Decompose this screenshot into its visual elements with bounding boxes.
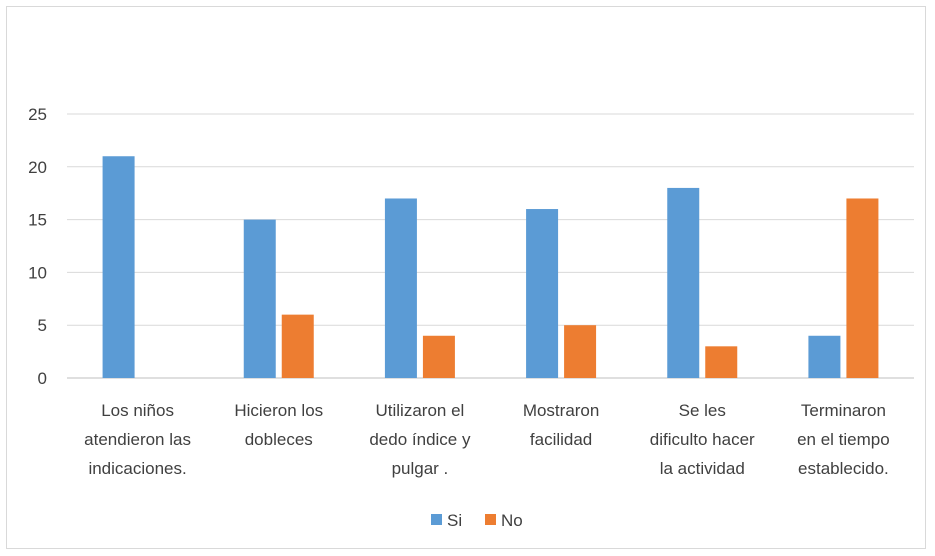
x-category-label: la actividad xyxy=(660,459,745,478)
x-category-label: indicaciones. xyxy=(88,459,186,478)
y-tick-label: 10 xyxy=(28,263,47,282)
x-category-label: Mostraron xyxy=(523,401,600,420)
legend-label-no: No xyxy=(501,511,523,530)
bar-si xyxy=(808,335,841,378)
x-category-label: dedo índice y xyxy=(369,430,471,449)
legend-swatch-si xyxy=(431,514,442,525)
x-category-label: atendieron las xyxy=(84,430,191,449)
chart-area xyxy=(6,6,926,549)
x-category-label: Terminaron xyxy=(801,401,886,420)
x-category-label: Los niños xyxy=(101,401,174,420)
x-category-label: facilidad xyxy=(530,430,592,449)
y-tick-label: 20 xyxy=(28,158,47,177)
x-category-label: Hicieron los xyxy=(234,401,323,420)
x-category-label: dificulto hacer xyxy=(650,430,755,449)
bar-no xyxy=(564,325,597,378)
legend-swatch-no xyxy=(485,514,496,525)
bar-no xyxy=(846,198,879,378)
x-category-label: dobleces xyxy=(245,430,313,449)
bar-si xyxy=(526,209,559,378)
y-tick-label: 0 xyxy=(38,369,47,388)
x-category-label: en el tiempo xyxy=(797,430,890,449)
x-category-label: Utilizaron el xyxy=(376,401,465,420)
x-category-label: establecido. xyxy=(798,459,889,478)
y-tick-label: 15 xyxy=(28,211,47,230)
bar-no xyxy=(281,314,314,378)
bar-si xyxy=(102,156,135,378)
x-category-label: Se les xyxy=(679,401,726,420)
bar-si xyxy=(667,187,700,378)
legend-label-si: Si xyxy=(447,511,462,530)
bar-si xyxy=(243,219,276,378)
bar-no xyxy=(705,346,738,378)
bar-si xyxy=(384,198,417,378)
y-tick-label: 5 xyxy=(38,316,47,335)
bar-no xyxy=(422,335,455,378)
y-tick-label: 25 xyxy=(28,105,47,124)
x-category-label: pulgar . xyxy=(392,459,449,478)
